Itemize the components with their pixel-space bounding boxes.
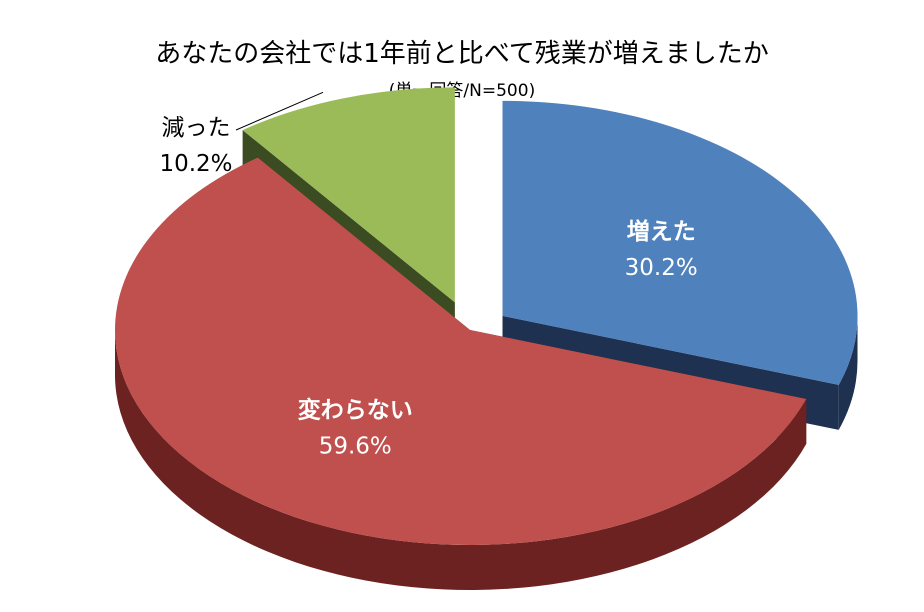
pie-slice	[115, 157, 807, 545]
slice-label: 減った	[162, 115, 231, 141]
pie-slice	[502, 100, 858, 385]
slice-outer-wall	[838, 315, 858, 430]
chart-title: あなたの会社では1年前と比べて残業が増えましたか	[155, 39, 769, 69]
labels-group: 増えた 30.2% 変わらない 59.6% 減った 10.2%	[159, 91, 698, 460]
slices-group	[115, 87, 858, 590]
slice-label: 変わらない	[298, 397, 413, 424]
slice-value-label: 30.2%	[625, 255, 698, 281]
slice-value-label: 10.2%	[159, 151, 232, 177]
slice-outer-wall	[115, 330, 807, 590]
leader-line	[235, 91, 324, 131]
slice-value-label: 59.6%	[319, 434, 392, 460]
slice-label: 増えた	[627, 218, 696, 245]
pie-slice	[242, 87, 455, 303]
